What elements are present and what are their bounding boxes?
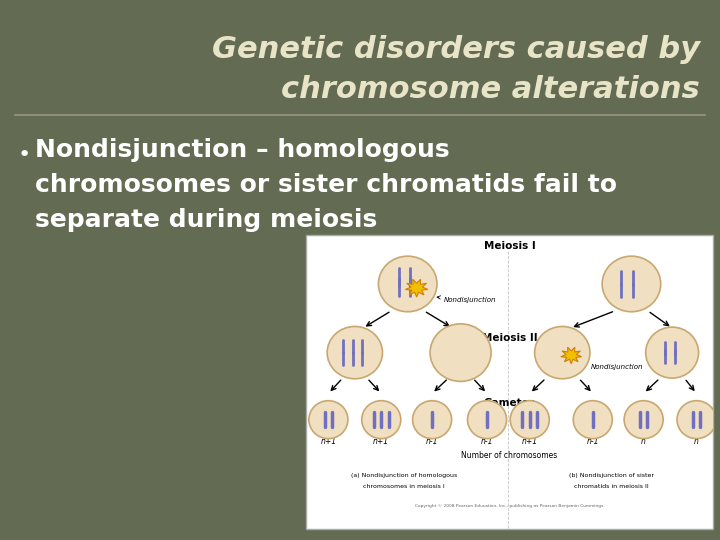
Text: chromosome alterations: chromosome alterations xyxy=(282,76,700,105)
Text: (a) Nondisjunction of homologous: (a) Nondisjunction of homologous xyxy=(351,472,456,478)
Text: Nondisjunction: Nondisjunction xyxy=(437,296,497,303)
Text: (b) Nondisjunction of sister: (b) Nondisjunction of sister xyxy=(569,472,654,478)
Text: chromosomes in meiosis I: chromosomes in meiosis I xyxy=(363,484,444,489)
Polygon shape xyxy=(405,279,428,297)
Text: Meiosis I: Meiosis I xyxy=(484,241,535,251)
Text: Copyright © 2008 Pearson Education, Inc., publishing as Pearson Benjamin Cumming: Copyright © 2008 Pearson Education, Inc.… xyxy=(415,504,604,508)
Ellipse shape xyxy=(573,401,612,438)
Bar xyxy=(306,235,713,529)
Text: n-1: n-1 xyxy=(426,437,438,446)
Text: n+1: n+1 xyxy=(320,437,336,446)
Text: •: • xyxy=(18,145,31,165)
Ellipse shape xyxy=(467,401,507,438)
Text: n: n xyxy=(642,437,646,446)
Ellipse shape xyxy=(535,327,590,379)
Ellipse shape xyxy=(327,327,382,379)
Ellipse shape xyxy=(361,401,401,438)
Polygon shape xyxy=(561,347,582,364)
Ellipse shape xyxy=(309,401,348,438)
Ellipse shape xyxy=(413,401,451,438)
Ellipse shape xyxy=(510,401,549,438)
Text: Nondisjunction – homologous: Nondisjunction – homologous xyxy=(35,138,449,162)
Ellipse shape xyxy=(430,324,491,381)
Ellipse shape xyxy=(624,401,663,438)
Text: chromatids in meiosis II: chromatids in meiosis II xyxy=(574,484,649,489)
Ellipse shape xyxy=(379,256,437,312)
Text: Genetic disorders caused by: Genetic disorders caused by xyxy=(212,36,700,64)
Text: n-1: n-1 xyxy=(481,437,493,446)
Text: separate during meiosis: separate during meiosis xyxy=(35,208,377,232)
Ellipse shape xyxy=(646,327,698,378)
Text: Number of chromosomes: Number of chromosomes xyxy=(462,451,557,460)
Text: n+1: n+1 xyxy=(522,437,538,446)
Text: n+1: n+1 xyxy=(373,437,390,446)
Text: Nondisjunction: Nondisjunction xyxy=(590,364,643,370)
Text: Gametes: Gametes xyxy=(483,399,536,408)
Text: n: n xyxy=(694,437,699,446)
Ellipse shape xyxy=(602,256,661,312)
Text: Meiosis II: Meiosis II xyxy=(482,333,537,343)
Text: chromosomes or sister chromatids fail to: chromosomes or sister chromatids fail to xyxy=(35,173,617,197)
Text: n-1: n-1 xyxy=(587,437,599,446)
Ellipse shape xyxy=(677,401,716,438)
